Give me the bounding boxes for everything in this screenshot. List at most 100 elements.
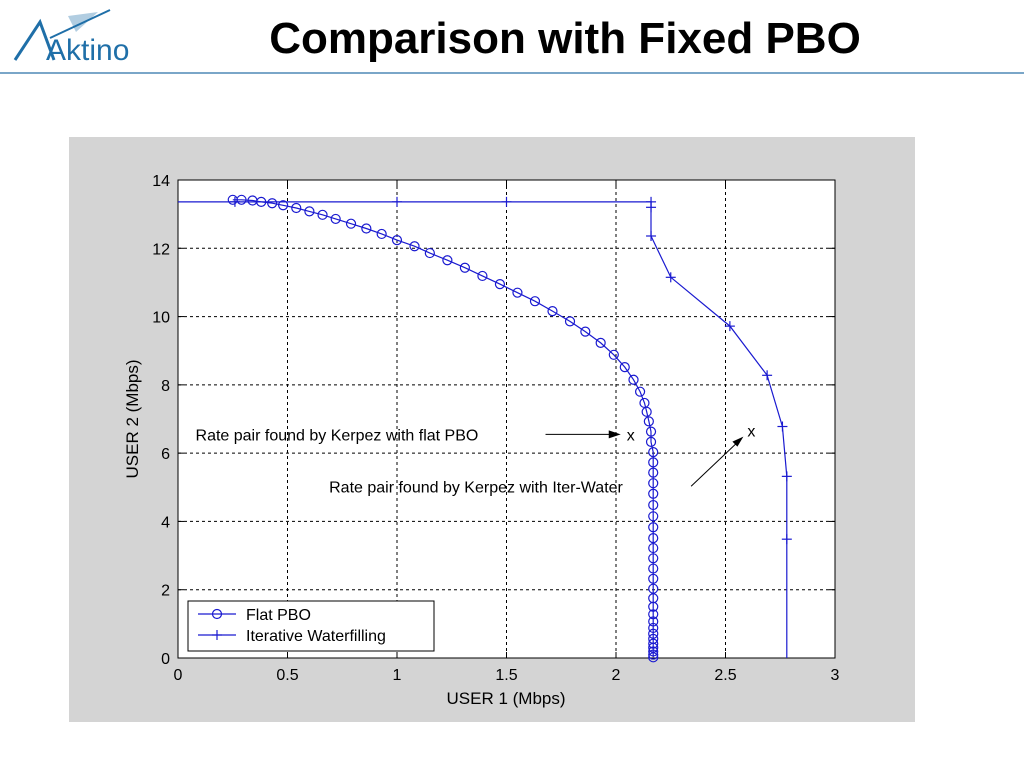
waterfilling-point: [229, 196, 240, 207]
flat-pbo-point: [608, 349, 619, 360]
flat-pbo-point: [345, 218, 357, 229]
waterfilling-point: [665, 272, 676, 283]
legend-marker-circle: [211, 608, 223, 620]
legend-box: [187, 600, 435, 652]
annotation-iter-water-marker: x: [747, 424, 755, 441]
x-tick-label: 1.5: [495, 667, 517, 684]
flat-pbo-point: [648, 542, 659, 554]
series-group: [178, 194, 792, 663]
flat-pbo-point: [648, 499, 659, 511]
annotation-iter-water-arrowhead: [732, 436, 744, 447]
annotation-flat-pbo-text: Rate pair found by Kerpez with flat PBO: [196, 427, 479, 444]
waterfilling-point: [392, 196, 402, 207]
x-tick-label: 2: [612, 667, 621, 684]
waterfilling-point: [724, 321, 735, 332]
flat-pbo-point: [648, 652, 659, 663]
y-tick-label: 14: [152, 173, 170, 190]
flat-pbo-point: [376, 228, 387, 240]
x-axis-label: USER 1 (Mbps): [446, 689, 565, 708]
axis-ticks: 0 0.5 1 1.5 2 2.5 3 0 2 4 6 8 10 12 14: [152, 173, 839, 684]
flat-pbo-point: [634, 386, 646, 397]
legend: Flat PBO Iterative Waterfilling: [187, 600, 435, 652]
flat-pbo-point: [648, 563, 659, 574]
flat-pbo-point: [641, 406, 652, 417]
flat-pbo-point: [648, 622, 659, 634]
flat-pbo-point: [648, 447, 659, 458]
annotation-group: Rate pair found by Kerpez with flat PBO x…: [196, 424, 756, 497]
waterfilling-point: [762, 370, 773, 381]
flat-pbo-point: [391, 234, 403, 246]
flat-pbo-point: [304, 206, 315, 217]
flat-pbo-point: [442, 255, 453, 266]
y-tick-label: 6: [161, 446, 170, 463]
waterfilling-point: [781, 534, 792, 545]
flat-pbo-point: [547, 306, 558, 317]
flat-pbo-point: [409, 241, 420, 252]
flat-pbo-point: [648, 638, 659, 649]
flat-pbo-point: [291, 202, 302, 214]
flat-pbo-point: [330, 213, 341, 225]
y-tick-label: 2: [161, 583, 170, 600]
header-divider: [0, 72, 1024, 74]
y-axis-label: USER 2 (Mbps): [123, 359, 142, 478]
series-line-1: [232, 199, 654, 658]
flat-pbo-point: [619, 362, 630, 373]
legend-entry-2: Iterative Waterfilling: [246, 628, 386, 645]
flat-pbo-point: [648, 609, 659, 620]
flat-pbo-point: [648, 478, 659, 489]
annotation-flat-pbo-marker: x: [627, 427, 635, 444]
x-tick-label: 0.5: [276, 667, 298, 684]
flat-pbo-point: [278, 200, 289, 211]
flat-pbo-point: [648, 467, 659, 478]
y-tick-label: 0: [161, 651, 170, 668]
waterfilling-point: [781, 471, 792, 482]
flat-pbo-point: [512, 287, 523, 298]
flat-pbo-point: [648, 553, 659, 564]
flat-pbo-point: [361, 223, 372, 234]
waterfilling-point: [646, 230, 657, 241]
waterfilling-point: [777, 421, 788, 432]
legend-entry-1: Flat PBO: [246, 607, 311, 624]
x-tick-label: 1: [393, 667, 402, 684]
flat-pbo-point: [580, 326, 591, 337]
plot-area: [177, 179, 836, 659]
logo-text: Aktino: [46, 34, 129, 67]
flat-pbo-point: [648, 649, 659, 660]
flat-pbo-point: [648, 488, 659, 499]
flat-pbo-point: [645, 426, 657, 437]
slide-header: Aktino Comparison with Fixed PBO: [0, 0, 1024, 78]
flat-pbo-point: [648, 628, 659, 639]
page-title: Comparison with Fixed PBO: [269, 14, 861, 63]
y-tick-label: 4: [161, 514, 170, 531]
annotation-iter-water-arrow: [690, 438, 742, 487]
flat-pbo-point: [236, 194, 247, 205]
flat-pbo-point: [648, 616, 659, 627]
flat-pbo-point: [595, 337, 606, 348]
flat-pbo-point: [459, 262, 470, 273]
flat-pbo-point: [648, 601, 659, 612]
y-tick-label: 10: [152, 310, 170, 327]
series-line-2: [178, 201, 788, 658]
x-tick-label: 3: [831, 667, 840, 684]
y-tick-label: 8: [161, 378, 170, 395]
annotation-flat-pbo-arrowhead: [608, 430, 621, 439]
y-tick-label: 12: [152, 241, 170, 258]
flat-pbo-point: [494, 279, 506, 290]
flat-pbo-point: [564, 316, 576, 327]
annotation-iter-water-text: Rate pair found by Kerpez with Iter-Wate…: [329, 479, 623, 496]
flat-pbo-point: [648, 457, 659, 468]
flat-pbo-point: [648, 573, 659, 584]
waterfilling-point: [646, 202, 657, 213]
flat-pbo-point: [645, 436, 657, 447]
flat-pbo-point: [648, 522, 659, 533]
flat-pbo-point: [477, 270, 488, 282]
x-tick-label: 0: [174, 667, 183, 684]
grid-lines: [178, 180, 835, 658]
flat-pbo-point: [267, 198, 278, 209]
flat-pbo-point: [648, 511, 659, 522]
flat-pbo-point: [648, 533, 659, 544]
aktino-logo: Aktino: [13, 9, 129, 67]
flat-pbo-point: [317, 209, 328, 220]
flat-pbo-point: [643, 416, 654, 427]
